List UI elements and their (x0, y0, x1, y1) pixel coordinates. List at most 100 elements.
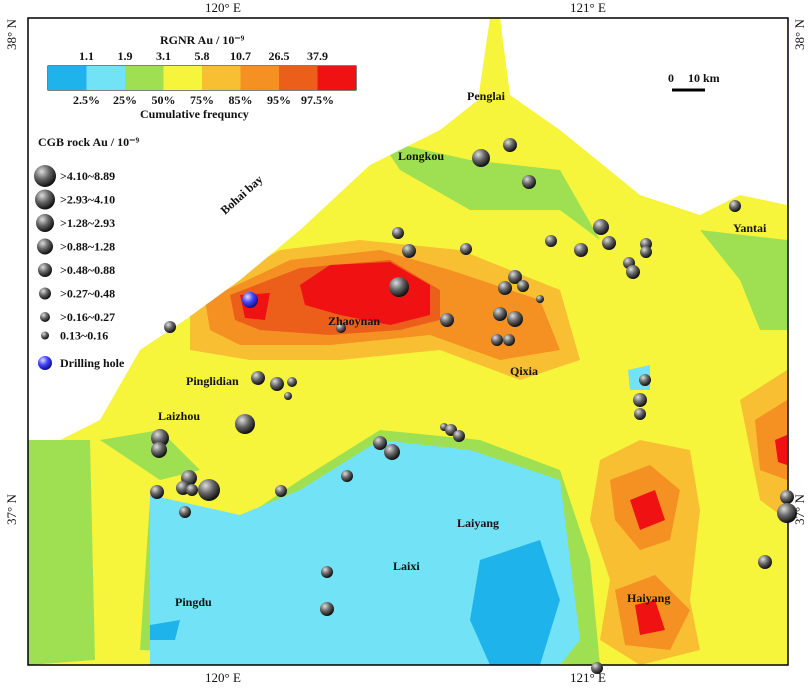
legend-symbol (37, 238, 53, 255)
sample-point (341, 470, 353, 482)
threshold-label: 5.8 (195, 49, 210, 63)
colorbar-cell (125, 66, 164, 90)
scale-end: 10 km (688, 71, 720, 85)
colorbar-cell (48, 66, 87, 90)
colorbar-cell (240, 66, 279, 90)
frame (27, 17, 789, 666)
scale-start: 0 (668, 71, 674, 85)
cgb-title: CGB rock Au / 10⁻⁹ (38, 135, 139, 149)
legend-class: 0.13~0.16 (60, 329, 108, 343)
sample-point (392, 227, 404, 239)
lat-label: 37° N (792, 494, 807, 525)
sample-point (472, 149, 490, 167)
legend-class: >0.88~1.28 (60, 240, 115, 254)
sample-point (503, 138, 517, 152)
colorbar-cell (279, 66, 318, 90)
lon-label: 121° E (570, 0, 606, 15)
sample-point (640, 246, 652, 258)
sample-point (179, 506, 191, 518)
place: Qixia (510, 364, 538, 378)
legend-symbol (38, 356, 52, 370)
sample-point (151, 442, 167, 458)
sample-point (493, 307, 507, 321)
sample-point (270, 377, 284, 391)
place: Laiyang (457, 516, 499, 530)
sample-point (336, 323, 346, 333)
sample-point (284, 392, 292, 400)
legend-symbol (39, 287, 51, 300)
colorbar-cell (202, 66, 241, 90)
samples (150, 138, 797, 674)
threshold-label: 10.7 (230, 49, 251, 63)
sample-point (151, 429, 169, 447)
lon-label: 121° E (570, 670, 606, 685)
percentile-label: 25% (113, 93, 137, 107)
lat-label: 38° N (4, 19, 19, 50)
legend-symbol (38, 263, 52, 277)
sample-point (186, 484, 198, 496)
sample-point (545, 235, 557, 247)
threshold-label: 26.5 (269, 49, 290, 63)
sample-point (602, 236, 616, 250)
sample-point (402, 244, 416, 258)
legend-title: RGNR Au / 10⁻⁹ (160, 33, 245, 47)
place: Penglai (467, 89, 506, 103)
lon-label: 120° E (205, 670, 241, 685)
percentile-label: 75% (190, 93, 214, 107)
legend-symbol (36, 214, 54, 232)
legend-symbol (40, 312, 50, 322)
sample-point (453, 430, 465, 442)
place: Longkou (398, 149, 444, 163)
sample-point (384, 444, 400, 460)
sample-point (633, 393, 647, 407)
percentile-label: 2.5% (73, 93, 100, 107)
lat-label: 37° N (4, 494, 19, 525)
sample-point (275, 485, 287, 497)
sample-point (522, 175, 536, 189)
colorbar-cell (163, 66, 202, 90)
colorbar: 1.1 2.5% 1.9 25% 3.1 50% 5.8 75% 10.7 85% 26.5 95% 3… (48, 49, 356, 107)
sample-point (389, 277, 409, 297)
colorbar-cell (86, 66, 125, 90)
sample-point (251, 371, 265, 385)
legend-class: >1.28~2.93 (60, 216, 115, 230)
sample-point (508, 270, 522, 284)
drilling-hole (242, 292, 258, 308)
sample-point (198, 479, 220, 501)
sample-point (150, 485, 164, 499)
sample-point (460, 243, 472, 255)
sample-point (503, 334, 515, 346)
contour-map (28, 18, 788, 665)
lon-label: 120° E (205, 0, 241, 15)
place: Pingdu (175, 595, 212, 609)
percentile-label: 85% (229, 93, 253, 107)
legend-class: >4.10~8.89 (60, 169, 115, 183)
legend-caption: Cumulative frequncy (140, 107, 249, 121)
sample-point (491, 334, 503, 346)
sample-point (536, 295, 544, 303)
place: Laixi (393, 559, 420, 573)
sample-point (517, 280, 529, 292)
sample-point (626, 265, 640, 279)
sample-point (729, 200, 741, 212)
legend-class: >0.27~0.48 (60, 287, 115, 301)
place: Haiyang (627, 591, 670, 605)
legend-class: >2.93~4.10 (60, 193, 115, 207)
sample-point (593, 219, 609, 235)
place: Pinglidian (186, 374, 239, 388)
colorbar-cell (317, 66, 356, 90)
percentile-label: 97.5% (301, 93, 334, 107)
sample-point (320, 602, 334, 616)
sample-point (777, 503, 797, 523)
threshold-label: 37.9 (307, 49, 328, 63)
threshold-label: 3.1 (156, 49, 171, 63)
sample-point (373, 436, 387, 450)
sample-point (574, 243, 588, 257)
legend-symbol (35, 189, 55, 210)
place: Zhaoynan (328, 314, 380, 328)
legend-class: Drilling hole (60, 356, 125, 370)
sample-point (780, 490, 794, 504)
place: Yantai (733, 221, 767, 235)
sample-point (639, 374, 651, 386)
